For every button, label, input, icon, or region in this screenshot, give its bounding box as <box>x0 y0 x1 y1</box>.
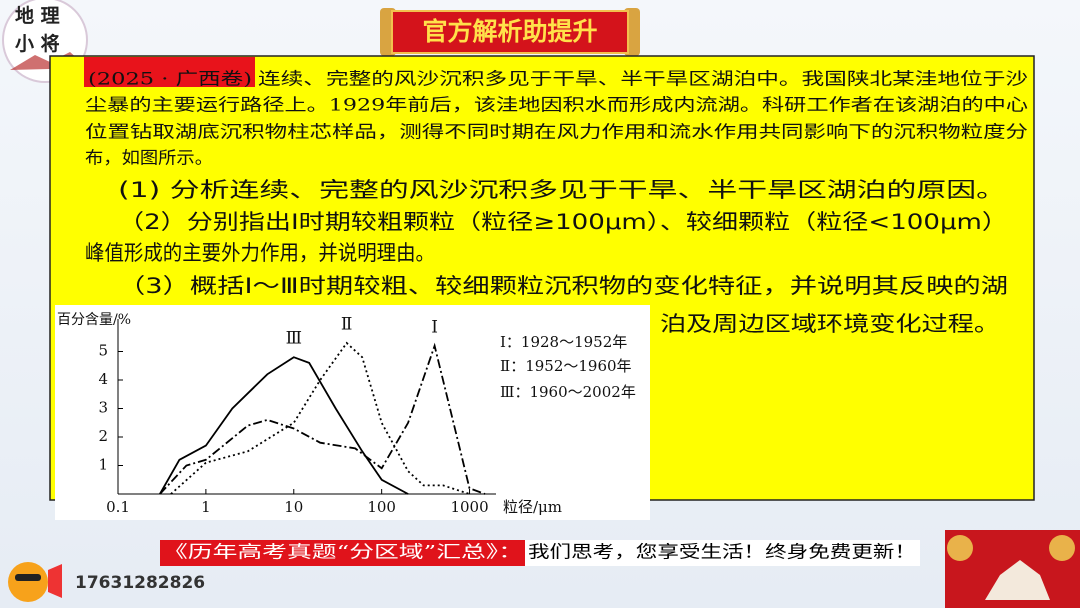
y-axis-label: 百分含量/% <box>57 312 131 328</box>
emoji-icon <box>8 562 48 602</box>
x-axis-label: 粒径/μm <box>503 498 562 516</box>
corner-rider <box>985 560 1050 600</box>
y-tick-label: 5 <box>98 342 108 360</box>
series-line <box>159 342 486 495</box>
x-tick-label: 1 <box>201 498 211 516</box>
question-line: (1) 分析连续、完整的风沙沉积多见于干旱、半干旱区湖泊的原因。 <box>118 178 1006 202</box>
question-line: 泊及周边区域环境变化过程。 <box>660 312 1000 336</box>
legend-entry: Ⅱ：1952～1960年 <box>500 357 632 375</box>
y-tick-label: 1 <box>98 456 108 474</box>
question-line: （2）分别指出Ⅰ时期较粗颗粒（粒径≥100μm）、较细颗粒（粒径<100μm） <box>118 210 1008 234</box>
curve-label: Ⅰ <box>431 317 438 337</box>
intro-line: 尘暴的主要运行路径上。1929年前后，该洼地因积水而形成内流湖。科研工作者在该湖… <box>85 96 1028 116</box>
legend-entry: Ⅲ：1960～2002年 <box>500 383 636 401</box>
chart-background <box>55 305 650 520</box>
source: (2025 · 广西卷) <box>88 70 252 90</box>
banner <box>391 10 629 54</box>
logo-text: 地 理 <box>15 4 60 27</box>
megaphone <box>48 564 62 598</box>
question-line: 峰值形成的主要外力作用，并说明理由。 <box>85 241 435 265</box>
corner-badge <box>947 535 973 561</box>
logo-text: 小 将 <box>15 32 60 55</box>
y-tick-label: 2 <box>98 427 108 445</box>
series-line <box>159 356 409 495</box>
y-tick-label: 4 <box>98 370 108 388</box>
legend-entry: Ⅰ：1928～1952年 <box>500 333 627 351</box>
source-tag <box>84 57 255 87</box>
intro-line: 位置钻取湖底沉积物柱芯样品，测得不同时期在风力作用和流水作用共同影响下的沉积物粒… <box>85 123 1028 143</box>
emoji-glasses <box>15 574 41 581</box>
footer-series: 《历年高考真题“分区域”汇总》： <box>163 543 523 563</box>
phone: 17631282826 <box>75 573 205 593</box>
banner-title: 官方解析助提升 <box>422 17 597 46</box>
series-line <box>170 341 470 495</box>
corner-badge <box>1049 535 1075 561</box>
x-tick-label: 100 <box>367 498 396 516</box>
intro-line: 连续、完整的风沙沉积多见于干旱、半干旱区湖泊中。我国陕北某洼地位于沙 <box>258 70 1028 90</box>
footer-tag <box>160 540 525 566</box>
curve-label: Ⅱ <box>341 314 353 334</box>
x-tick-label: 1000 <box>450 498 488 516</box>
x-tick-label: 10 <box>284 498 303 516</box>
question-line: （3）概括Ⅰ～Ⅲ时期较粗、较细颗粒沉积物的变化特征，并说明其反映的湖 <box>118 274 1008 298</box>
footer-slogan: 我们思考，您享受生活！终身免费更新！ <box>528 543 916 563</box>
curve-label: Ⅲ <box>286 329 302 349</box>
footer-slogan-bg <box>525 540 920 566</box>
intro-line: 布，如图所示。 <box>85 149 213 169</box>
y-tick-label: 3 <box>98 399 108 417</box>
x-tick-label: 0.1 <box>106 498 130 516</box>
